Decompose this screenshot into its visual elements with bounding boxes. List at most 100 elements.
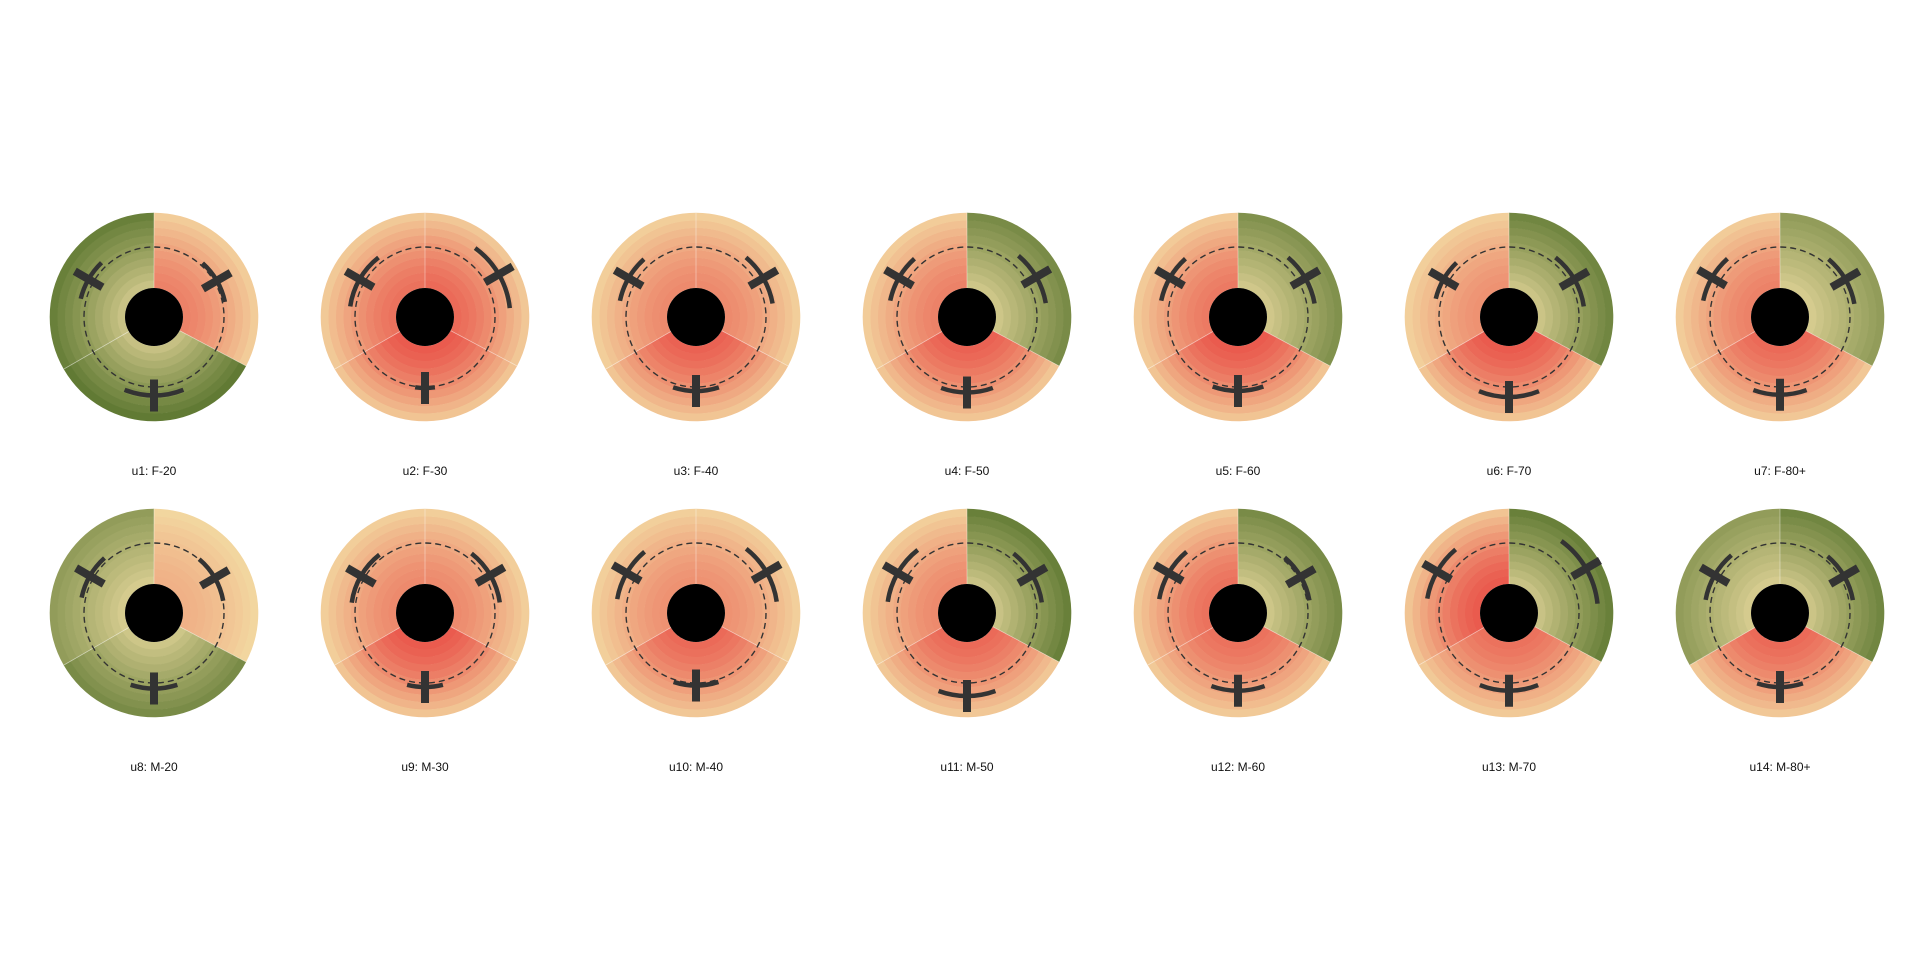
sector-band bbox=[122, 626, 187, 650]
sector-band bbox=[367, 640, 484, 680]
sector-band bbox=[1141, 220, 1238, 366]
sector-band bbox=[644, 637, 749, 673]
sector-band bbox=[1509, 561, 1561, 638]
sector-band bbox=[1147, 658, 1331, 718]
center-hole bbox=[938, 584, 996, 642]
sector-band bbox=[1470, 334, 1549, 362]
sector-band bbox=[1464, 633, 1555, 665]
glyph-sector bbox=[63, 626, 247, 718]
sector-band bbox=[1431, 355, 1588, 407]
sector-band bbox=[605, 362, 789, 422]
sector-band bbox=[1178, 257, 1238, 347]
panel-label: u7: F-80+ bbox=[1754, 464, 1806, 478]
glyph-panel: u3: F-40 bbox=[591, 212, 801, 478]
sector-band bbox=[870, 516, 967, 662]
sector-band bbox=[425, 280, 462, 335]
mean-tick bbox=[750, 560, 783, 584]
sector-band bbox=[1154, 654, 1324, 710]
sector-divider bbox=[1689, 331, 1756, 370]
glyph-sector bbox=[1418, 330, 1602, 422]
sector-band bbox=[902, 348, 1033, 392]
sector-band bbox=[1509, 235, 1591, 356]
sector-band bbox=[1457, 265, 1509, 343]
sector-band bbox=[1509, 516, 1606, 659]
sector-band bbox=[393, 626, 458, 650]
sector-band bbox=[922, 633, 1013, 665]
panel-label: u2: F-30 bbox=[403, 464, 448, 478]
sector-band bbox=[63, 658, 247, 718]
sector-band bbox=[900, 250, 967, 351]
sector-band bbox=[334, 658, 518, 718]
sector-band bbox=[889, 651, 1046, 703]
center-hole bbox=[396, 584, 454, 642]
sector-band bbox=[1425, 358, 1595, 414]
sector-band bbox=[1735, 337, 1826, 369]
sector-band bbox=[612, 654, 782, 710]
sector-band bbox=[373, 265, 425, 343]
sector-band bbox=[49, 508, 155, 666]
sector-band bbox=[1238, 568, 1283, 634]
sector-band bbox=[1201, 576, 1238, 632]
sector-band bbox=[591, 508, 696, 666]
sector-band bbox=[1148, 227, 1238, 362]
sector-band bbox=[915, 341, 1020, 377]
sector-band bbox=[935, 626, 1000, 650]
sector-band bbox=[425, 265, 477, 342]
sector-band bbox=[1451, 640, 1568, 680]
glyph-sector bbox=[605, 626, 789, 718]
sector-band bbox=[425, 227, 515, 359]
sector-band bbox=[1780, 546, 1847, 645]
sector-band bbox=[1780, 227, 1870, 359]
sector-band bbox=[94, 553, 154, 643]
sector-band bbox=[1509, 242, 1584, 352]
sector-divider bbox=[1805, 330, 1873, 367]
sector-band bbox=[1438, 351, 1582, 399]
sector-band bbox=[425, 242, 500, 352]
sector-band bbox=[49, 212, 154, 370]
panel-label: u13: M-70 bbox=[1482, 760, 1536, 774]
sector-band bbox=[1675, 212, 1780, 370]
reference-ring bbox=[354, 542, 496, 684]
reference-ring bbox=[896, 246, 1038, 388]
sector-band bbox=[1431, 651, 1588, 703]
sector-band bbox=[915, 561, 967, 639]
sector-band bbox=[425, 212, 530, 366]
sector-band bbox=[1780, 561, 1832, 638]
sector-band bbox=[1444, 644, 1575, 688]
sector-band bbox=[644, 561, 696, 639]
sector-band bbox=[1464, 337, 1555, 369]
sector-band bbox=[636, 553, 696, 643]
sector-band bbox=[967, 508, 1072, 662]
panel-label: u6: F-70 bbox=[1487, 464, 1532, 478]
sector-band bbox=[154, 516, 251, 659]
sector-band bbox=[1780, 220, 1877, 363]
sector-band bbox=[76, 355, 233, 407]
mean-tick bbox=[1558, 267, 1591, 291]
sector-band bbox=[63, 362, 247, 422]
sector-band bbox=[1780, 235, 1862, 356]
sector-band bbox=[1442, 250, 1509, 351]
sector-band bbox=[967, 516, 1064, 659]
sector-band bbox=[115, 334, 194, 362]
sector-band bbox=[425, 576, 462, 631]
sector-band bbox=[154, 227, 244, 359]
sector-band bbox=[967, 272, 1012, 338]
glyph-sector bbox=[1404, 508, 1509, 666]
sector-band bbox=[1404, 508, 1509, 666]
sector-band bbox=[1713, 546, 1780, 647]
sector-divider bbox=[1534, 626, 1602, 663]
mean-tick bbox=[881, 561, 914, 585]
sector-band bbox=[1238, 227, 1328, 359]
sector-band bbox=[1173, 348, 1304, 392]
glyph-sector bbox=[320, 212, 425, 370]
sector-band bbox=[1477, 626, 1542, 650]
panel-label: u5: F-60 bbox=[1216, 464, 1261, 478]
sector-band bbox=[1238, 235, 1320, 356]
sector-band bbox=[89, 348, 220, 392]
sector-band bbox=[696, 212, 801, 366]
mean-tick bbox=[343, 267, 376, 291]
sector-band bbox=[1722, 640, 1839, 680]
sector-band bbox=[930, 280, 967, 336]
sector-band bbox=[1201, 280, 1238, 336]
mean-tick bbox=[1020, 265, 1053, 289]
